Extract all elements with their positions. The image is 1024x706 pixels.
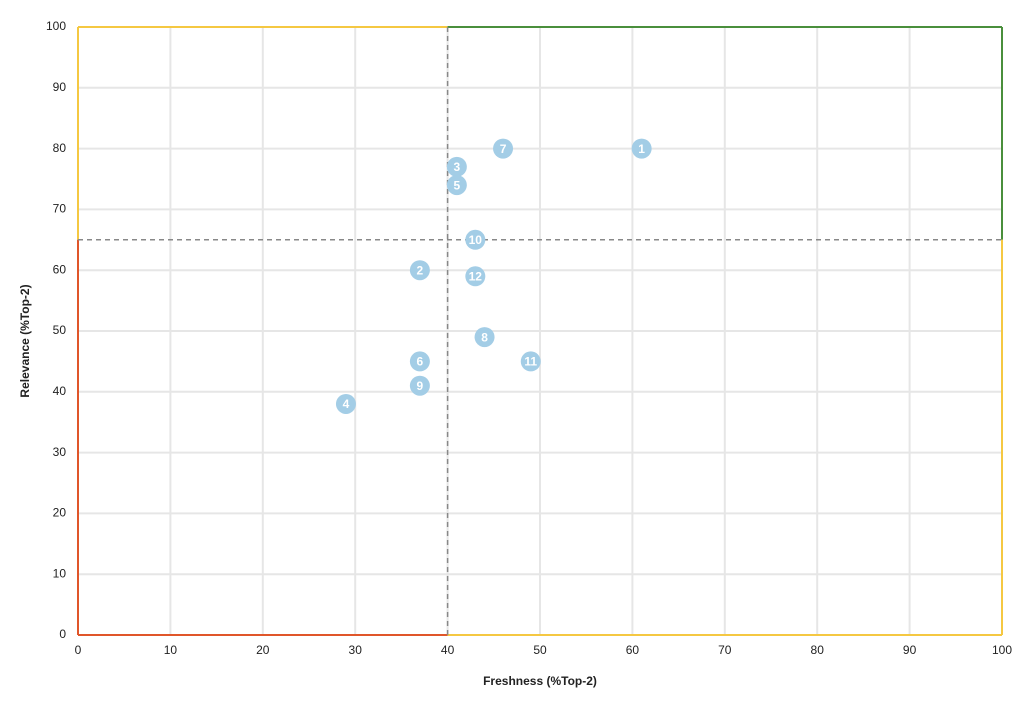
x-tick-label: 20 xyxy=(256,643,270,657)
point xyxy=(409,375,430,396)
y-tick-label: 70 xyxy=(53,202,67,216)
point-label: 10 xyxy=(469,233,483,247)
y-tick-label: 40 xyxy=(53,384,67,398)
x-tick-label: 100 xyxy=(992,643,1012,657)
point-label: 5 xyxy=(453,178,460,192)
point-label: 2 xyxy=(417,263,424,277)
point xyxy=(465,266,486,287)
x-tick-label: 0 xyxy=(75,643,82,657)
point xyxy=(465,229,486,250)
x-tick-label: 50 xyxy=(533,643,547,657)
point xyxy=(409,260,430,281)
point-label: 12 xyxy=(469,269,483,283)
y-tick-label: 10 xyxy=(53,566,67,580)
point-label: 3 xyxy=(453,160,460,174)
x-tick-label: 80 xyxy=(811,643,825,657)
point-label: 7 xyxy=(500,142,507,156)
y-axis-title: Relevance (%Top-2) xyxy=(18,284,32,397)
point xyxy=(446,175,467,196)
point xyxy=(474,327,495,348)
point-label: 1 xyxy=(638,142,645,156)
y-tick-label: 50 xyxy=(53,323,67,337)
point-label: 9 xyxy=(417,379,424,393)
point xyxy=(520,351,541,372)
x-tick-label: 90 xyxy=(903,643,917,657)
y-tick-label: 100 xyxy=(46,19,66,33)
x-tick-label: 70 xyxy=(718,643,732,657)
point-label: 6 xyxy=(417,355,424,369)
point xyxy=(409,351,430,372)
y-tick-label: 0 xyxy=(59,627,66,641)
y-tick-label: 90 xyxy=(53,80,67,94)
point xyxy=(493,138,514,159)
point xyxy=(335,393,356,414)
y-tick-label: 20 xyxy=(53,506,67,520)
point-label: 8 xyxy=(481,330,488,344)
y-tick-label: 30 xyxy=(53,445,67,459)
point-label: 4 xyxy=(343,397,350,411)
y-tick-label: 60 xyxy=(53,262,67,276)
x-tick-label: 60 xyxy=(626,643,640,657)
x-tick-label: 30 xyxy=(349,643,363,657)
x-tick-label: 40 xyxy=(441,643,455,657)
x-axis-title: Freshness (%Top-2) xyxy=(483,674,597,688)
point-label: 11 xyxy=(524,355,537,369)
y-tick-label: 80 xyxy=(53,141,67,155)
point xyxy=(446,156,467,177)
x-tick-label: 10 xyxy=(164,643,178,657)
point xyxy=(631,138,652,159)
